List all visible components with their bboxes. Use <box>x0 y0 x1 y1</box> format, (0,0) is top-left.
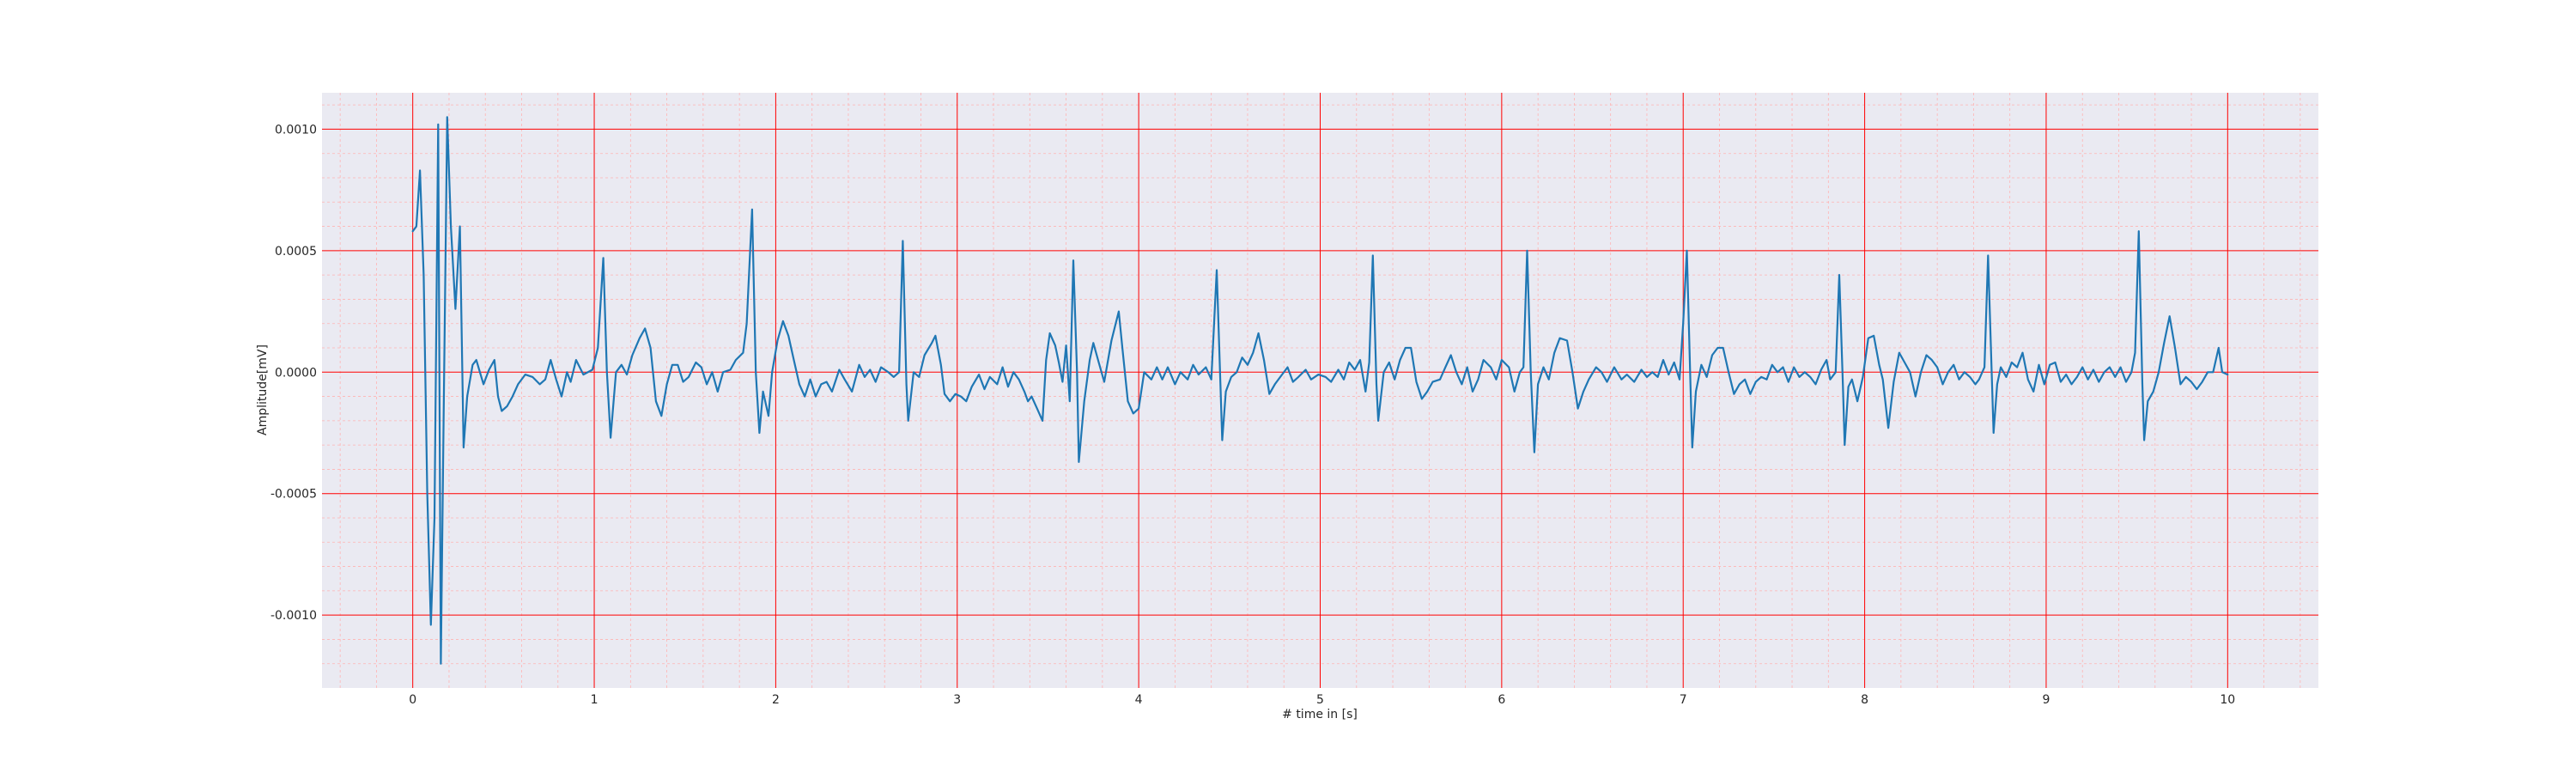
series-line <box>411 116 2229 665</box>
y-tick-label: 0.0005 <box>275 245 317 259</box>
x-tick-label: 8 <box>1861 693 1868 707</box>
major-grid <box>322 93 2318 688</box>
y-tick-label: 0.0000 <box>275 366 317 380</box>
y-axis-ticks: 0.0010 0.0005 0.0000 -0.0005 -0.0010 <box>270 123 317 623</box>
x-axis-ticks: 0 1 2 3 4 5 6 7 8 9 10 <box>409 693 2235 707</box>
y-tick-label: 0.0010 <box>275 123 317 137</box>
y-tick-label: -0.0005 <box>270 488 317 502</box>
y-tick-label: -0.0010 <box>270 609 317 623</box>
x-tick-label: 9 <box>2042 693 2050 707</box>
series-layer <box>411 116 2229 665</box>
x-tick-label: 4 <box>1135 693 1143 707</box>
x-axis-label: # time in [s] <box>1282 708 1358 721</box>
y-axis-label: Amplitude[mV] <box>256 344 270 435</box>
x-tick-label: 1 <box>591 693 598 707</box>
x-tick-label: 3 <box>953 693 961 707</box>
x-tick-label: 10 <box>2220 693 2235 707</box>
x-tick-label: 6 <box>1498 693 1505 707</box>
x-tick-label: 7 <box>1680 693 1687 707</box>
x-tick-label: 2 <box>772 693 780 707</box>
minor-grid <box>322 93 2318 688</box>
x-tick-label: 5 <box>1316 693 1324 707</box>
x-tick-label: 0 <box>409 693 416 707</box>
